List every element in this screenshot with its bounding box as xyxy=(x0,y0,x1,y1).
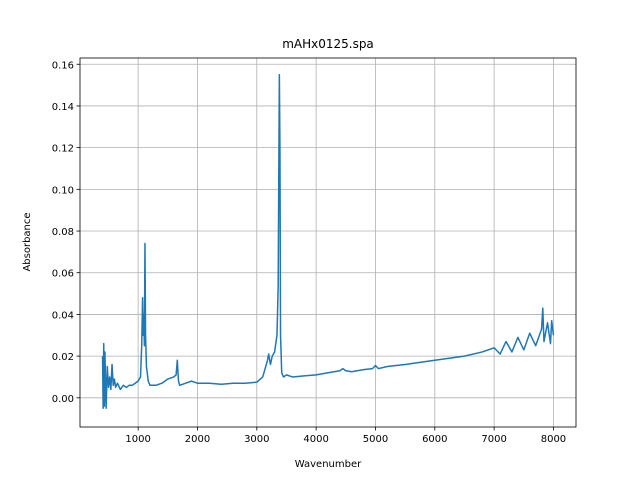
y-tick-label: 0.10 xyxy=(52,185,74,196)
y-tick-label: 0.02 xyxy=(52,352,74,363)
y-tick-label: 0.00 xyxy=(52,394,74,405)
x-tick-label: 3000 xyxy=(244,434,269,445)
chart-title: mAHx0125.spa xyxy=(282,37,374,51)
x-tick-label: 6000 xyxy=(422,434,447,445)
y-tick-label: 0.04 xyxy=(52,310,74,321)
x-tick-label: 4000 xyxy=(303,434,328,445)
x-tick-label: 8000 xyxy=(541,434,566,445)
x-axis-label: Wavenumber xyxy=(295,459,362,470)
x-tick-label: 2000 xyxy=(185,434,210,445)
y-tick-label: 0.16 xyxy=(52,60,74,71)
plot-frame xyxy=(79,57,577,428)
y-tick-label: 0.14 xyxy=(52,102,74,113)
y-tick-label: 0.08 xyxy=(52,227,74,238)
data-line xyxy=(101,73,555,409)
y-tick-label: 0.06 xyxy=(52,269,74,280)
y-tick-label: 0.12 xyxy=(52,144,74,155)
x-tick-label: 1000 xyxy=(125,434,150,445)
y-axis-label: Absorbance xyxy=(22,212,33,271)
x-tick-label: 7000 xyxy=(481,434,506,445)
x-tick-label: 5000 xyxy=(363,434,388,445)
